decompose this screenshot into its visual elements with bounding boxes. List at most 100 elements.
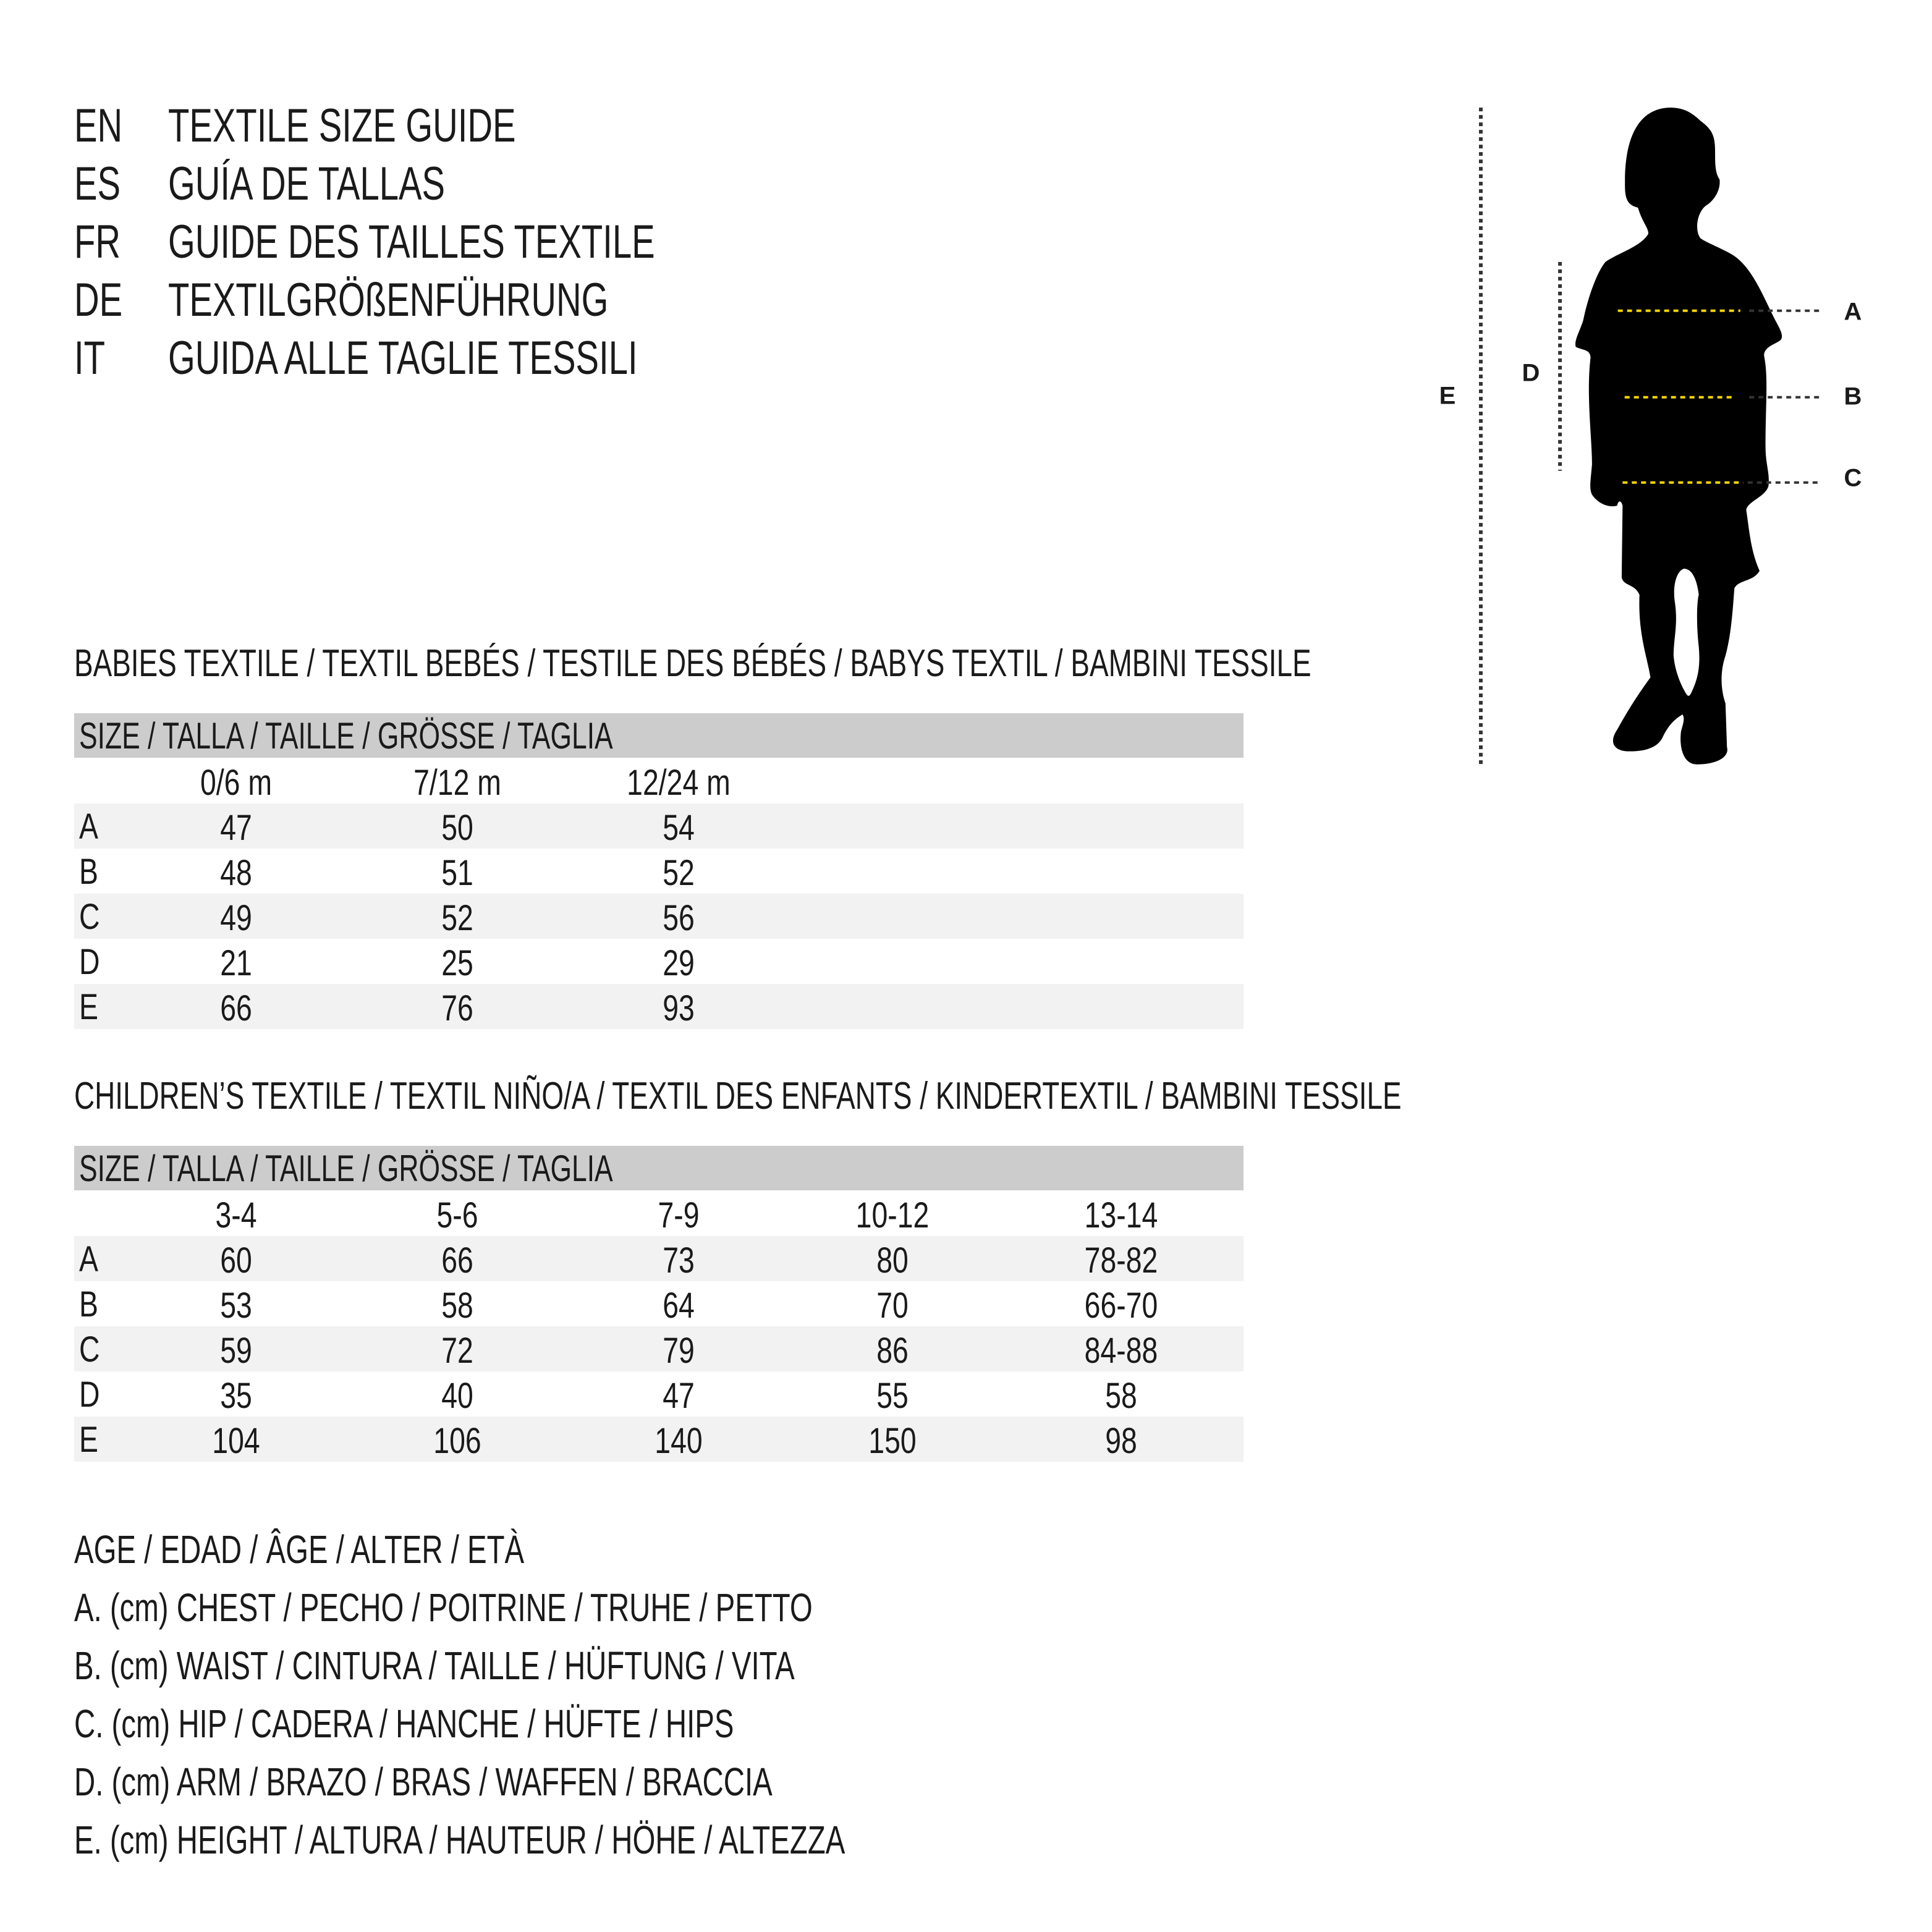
- table-cell: 35: [220, 1376, 252, 1416]
- table-cell: 72: [441, 1331, 473, 1371]
- column-header: 7/12 m: [413, 763, 501, 803]
- row-label: A: [79, 807, 98, 847]
- column-header: 12/24 m: [627, 763, 731, 803]
- size-header-text: SIZE / TALLA / TAILLE / GRÖSSE / TAGLIA: [79, 1148, 613, 1189]
- legend-waist: B. (cm) WAIST / CINTURA / TAILLE / HÜFTU…: [74, 1643, 1048, 1688]
- child-silhouette-icon: [1575, 108, 1782, 765]
- babies-section-title: BABIES TEXTILE / TEXTIL BEBÉS / TESTILE …: [74, 642, 1746, 685]
- column-header: 5-6: [436, 1195, 478, 1235]
- label-d: D: [1522, 359, 1540, 387]
- row-label: E: [79, 987, 98, 1027]
- column-header: 10-12: [855, 1195, 930, 1235]
- table-cell: 66: [441, 1240, 473, 1281]
- table-row: E 66 76 93: [74, 984, 1244, 1029]
- table-cell: 58: [441, 1286, 473, 1326]
- title-es: ES GUÍA DE TALLAS: [0, 155, 742, 213]
- table-row: B 53 58 64 70 66-70: [74, 1281, 1244, 1326]
- title-en: EN TEXTILE SIZE GUIDE: [0, 97, 742, 155]
- table-row: C 49 52 56: [74, 894, 1244, 939]
- table-cell: 66: [220, 988, 252, 1028]
- table-cell: 40: [441, 1376, 473, 1416]
- table-cell: 55: [876, 1376, 909, 1416]
- language-code: IT: [74, 332, 105, 384]
- table-row: B 48 51 52: [74, 849, 1244, 894]
- table-cell: 58: [1105, 1376, 1137, 1416]
- table-cell: 64: [663, 1286, 695, 1326]
- row-label: B: [79, 1284, 98, 1324]
- table-cell: 84-88: [1084, 1331, 1158, 1371]
- column-header: 0/6 m: [200, 763, 273, 803]
- table-cell: 98: [1105, 1421, 1137, 1461]
- table-cell: 56: [663, 898, 695, 938]
- row-label: C: [79, 897, 100, 937]
- child-silhouette-diagram: [1421, 99, 1885, 765]
- label-a: A: [1844, 298, 1862, 326]
- language-code: DE: [74, 274, 123, 326]
- table-cell: 47: [220, 808, 252, 848]
- title-text: TEXTILGRÖßENFÜHRUNG: [168, 274, 609, 326]
- row-label: C: [79, 1329, 100, 1370]
- table-cell: 52: [441, 898, 473, 938]
- language-code: FR: [74, 216, 121, 268]
- children-title-text: CHILDREN’S TEXTILE / TEXTIL NIÑO/A / TEX…: [74, 1075, 1402, 1117]
- table-cell: 78-82: [1084, 1240, 1158, 1281]
- legend-text: A. (cm) CHEST / PECHO / POITRINE / TRUHE…: [74, 1585, 813, 1630]
- legend-text: AGE / EDAD / ÂGE / ALTER / ETÀ: [74, 1527, 525, 1572]
- legend-arm: D. (cm) ARM / BRAZO / BRAS / WAFFEN / BR…: [74, 1759, 1018, 1805]
- row-label: B: [79, 852, 98, 892]
- table-cell: 66-70: [1084, 1286, 1158, 1326]
- table-row: D 35 40 47 55 58: [74, 1371, 1244, 1417]
- table-cell: 49: [220, 898, 252, 938]
- title-fr: FR GUIDE DES TAILLES TEXTILE: [0, 213, 742, 271]
- column-header: 7-9: [658, 1195, 700, 1235]
- table-cell: 51: [441, 853, 473, 893]
- table-cell: 70: [876, 1286, 909, 1326]
- table-row: A 47 50 54: [74, 803, 1244, 849]
- title-text: GUIDE DES TAILLES TEXTILE: [168, 216, 655, 268]
- title-text: TEXTILE SIZE GUIDE: [168, 100, 516, 152]
- legend-text: B. (cm) WAIST / CINTURA / TAILLE / HÜFTU…: [74, 1643, 795, 1688]
- children-section-title: CHILDREN’S TEXTILE / TEXTIL NIÑO/A / TEX…: [74, 1074, 1868, 1118]
- row-label: E: [79, 1420, 98, 1460]
- table-cell: 47: [663, 1376, 695, 1416]
- language-code: EN: [74, 100, 123, 152]
- table-row: A 60 66 73 80 78-82: [74, 1236, 1244, 1281]
- table-cell: 140: [655, 1421, 703, 1461]
- label-c: C: [1844, 464, 1862, 492]
- legend-text: C. (cm) HIP / CADERA / HANCHE / HÜFTE / …: [74, 1701, 734, 1746]
- row-label: A: [79, 1239, 98, 1279]
- title-text: GUIDA ALLE TAGLIE TESSILI: [168, 332, 638, 384]
- column-header-row: 0/6 m 7/12 m 12/24 m: [74, 758, 1244, 803]
- label-b: B: [1844, 383, 1862, 410]
- table-cell: 76: [441, 988, 473, 1028]
- language-code: ES: [74, 158, 121, 210]
- column-header: 13-14: [1084, 1195, 1158, 1235]
- children-size-header-bar: SIZE / TALLA / TAILLE / GRÖSSE / TAGLIA: [74, 1146, 1244, 1190]
- size-header-text: SIZE / TALLA / TAILLE / GRÖSSE / TAGLIA: [79, 715, 613, 756]
- table-cell: 150: [868, 1421, 917, 1461]
- table-cell: 73: [663, 1240, 695, 1281]
- row-label: D: [79, 942, 100, 982]
- babies-title-text: BABIES TEXTILE / TEXTIL BEBÉS / TESTILE …: [74, 642, 1311, 685]
- table-cell: 48: [220, 853, 252, 893]
- table-row: E 104 106 140 150 98: [74, 1417, 1244, 1462]
- table-cell: 106: [433, 1421, 481, 1461]
- table-cell: 54: [663, 808, 695, 848]
- title-de: DE TEXTILGRÖßENFÜHRUNG: [0, 271, 742, 329]
- table-row: C 59 72 79 86 84-88: [74, 1326, 1244, 1371]
- legend-text: D. (cm) ARM / BRAZO / BRAS / WAFFEN / BR…: [74, 1760, 773, 1804]
- title-text: GUÍA DE TALLAS: [168, 158, 446, 210]
- table-cell: 86: [876, 1331, 909, 1371]
- table-cell: 29: [663, 943, 695, 983]
- table-row: D 21 25 29: [74, 939, 1244, 984]
- column-header-row: 3-4 5-6 7-9 10-12 13-14: [74, 1191, 1244, 1236]
- column-header: 3-4: [215, 1195, 257, 1235]
- legend-hip: C. (cm) HIP / CADERA / HANCHE / HÜFTE / …: [74, 1701, 966, 1747]
- table-cell: 53: [220, 1286, 252, 1326]
- table-cell: 93: [663, 988, 695, 1028]
- legend-text: E. (cm) HEIGHT / ALTURA / HAUTEUR / HÖHE…: [74, 1818, 845, 1862]
- table-cell: 60: [220, 1240, 252, 1281]
- title-it: IT GUIDA ALLE TAGLIE TESSILI: [0, 329, 742, 388]
- legend-chest: A. (cm) CHEST / PECHO / POITRINE / TRUHE…: [74, 1585, 1072, 1630]
- legend-age: AGE / EDAD / ÂGE / ALTER / ETÀ: [74, 1527, 682, 1572]
